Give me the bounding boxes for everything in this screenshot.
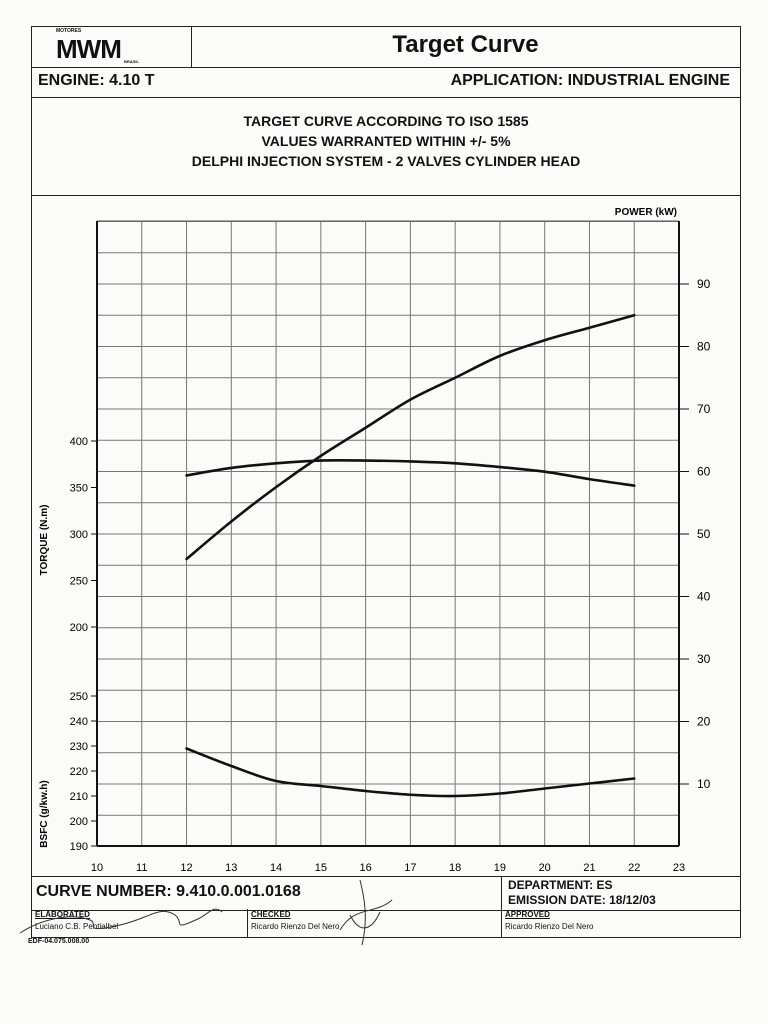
torque-tick-label: 250 [70,576,88,588]
x-tick-label: 20 [539,862,551,874]
mwm-logo: MOTORES MWM BRASIL [32,27,192,67]
torque-curve [185,458,636,487]
power-tick-label: 30 [697,652,711,666]
x-tick-label: 14 [270,862,282,874]
chart-axes [91,221,689,847]
power-tick-label: 60 [697,465,711,479]
x-tick-label: 18 [449,862,461,874]
bsfc-tick-label: 250 [70,691,88,703]
curve-number-row: CURVE NUMBER: 9.410.0.001.0168 DEPARTMEN… [32,876,740,911]
emission-date: EMISSION DATE: 18/12/03 [508,893,656,907]
power-tick-label: 80 [697,340,711,354]
signature-elaborated [19,908,223,934]
application-label: APPLICATION: INDUSTRIAL ENGINE [450,72,730,89]
signature-checked [339,879,393,946]
elaborated-label: ELABORATED [35,910,90,919]
checked-cell: CHECKED Ricardo Rienzo Del Nero [247,909,502,937]
target-curve-sheet: MOTORES MWM BRASIL Target Curve ENGINE: … [31,26,741,938]
chart-grid [96,220,680,846]
power-curve [185,313,636,561]
elaborated-cell: ELABORATED Luciano C.B. Pentialbel [32,909,247,937]
power-tick-label: 10 [697,777,711,791]
power-axis-title: POWER (kW) [615,207,677,218]
subtitle-line-1: TARGET CURVE ACCORDING TO ISO 1585 [243,113,529,129]
chart-series [185,313,636,798]
bsfc-curve [185,747,636,798]
checked-name: Ricardo Rienzo Del Nero [251,922,340,931]
chart-labels: 10 11 12 13 14 15 16 17 18 19 20 21 22 23 10 20 30 40 50 60… [39,207,711,874]
bsfc-tick-label: 190 [70,841,88,853]
x-tick-label: 16 [359,862,371,874]
x-tick-label: 17 [404,862,416,874]
power-tick-label: 20 [697,715,711,729]
x-tick-label: 19 [494,862,506,874]
engine-row: ENGINE: 4.10 T APPLICATION: INDUSTRIAL E… [32,67,740,98]
department-label: DEPARTMENT: ES [508,878,613,892]
bsfc-tick-label: 230 [70,741,88,753]
checked-label: CHECKED [251,910,291,919]
logo-sub-text: BRASIL [124,59,139,64]
signature-row: ELABORATED Luciano C.B. Pentialbel CHECK… [32,909,740,937]
torque-tick-label: 400 [70,436,88,448]
approved-name: Ricardo Rienzo Del Nero [505,922,594,931]
header-row: MOTORES MWM BRASIL Target Curve [32,27,740,68]
x-tick-label: 22 [628,862,640,874]
x-tick-label: 10 [91,862,103,874]
bsfc-axis-title: BSFC (g/kw.h) [39,780,50,847]
power-tick-label: 90 [697,277,711,291]
x-tick-label: 21 [583,862,595,874]
torque-tick-label: 350 [70,483,88,495]
torque-axis-title: TORQUE (N.m) [39,505,50,576]
approved-label: APPROVED [505,910,550,919]
form-code: EDF-04.075.008.00 [28,938,90,945]
logo-main-text: MWM [56,34,122,64]
engine-label: ENGINE: 4.10 T [38,72,155,89]
power-tick-label: 50 [697,527,711,541]
document-title: Target Curve [392,31,539,58]
department-box: DEPARTMENT: ES EMISSION DATE: 18/12/03 [501,877,740,910]
subtitle-line-2: VALUES WARRANTED WITHIN +/- 5% [261,133,511,149]
curve-number: CURVE NUMBER: 9.410.0.001.0168 [36,883,301,900]
approved-cell: APPROVED Ricardo Rienzo Del Nero [501,909,740,937]
bsfc-tick-label: 210 [70,791,88,803]
bsfc-tick-label: 200 [70,816,88,828]
x-tick-label: 23 [673,862,685,874]
power-tick-label: 40 [697,590,711,604]
subtitle-block: TARGET CURVE ACCORDING TO ISO 1585 VALUE… [32,97,740,196]
x-tick-label: 12 [180,862,192,874]
power-tick-label: 70 [697,402,711,416]
bsfc-tick-label: 240 [70,716,88,728]
bsfc-tick-label: 220 [70,766,88,778]
x-tick-label: 11 [136,862,147,874]
elaborated-name: Luciano C.B. Pentialbel [35,922,119,931]
torque-tick-label: 200 [70,622,88,634]
torque-tick-label: 300 [70,529,88,541]
x-tick-label: 15 [315,862,327,874]
subtitle-line-3: DELPHI INJECTION SYSTEM - 2 VALVES CYLIN… [191,153,581,169]
x-tick-label: 13 [225,862,237,874]
logo-top-text: MOTORES [56,28,82,34]
